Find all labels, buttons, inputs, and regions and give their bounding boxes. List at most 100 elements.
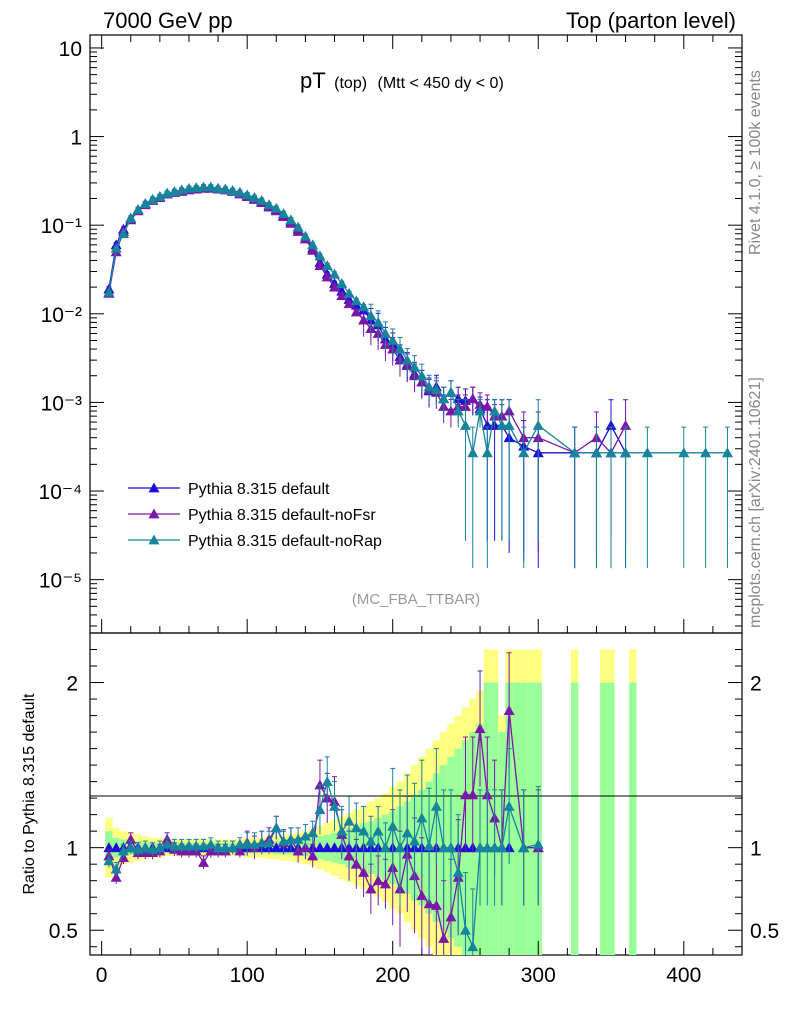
main-data-point [365, 310, 377, 321]
main-data-point [605, 419, 617, 430]
ratio-data-point [438, 932, 450, 943]
ratio-data-point [481, 842, 493, 853]
ratio-data-point [343, 815, 355, 826]
ratio-data-point [387, 820, 399, 831]
ratio-data-point [307, 827, 319, 838]
x-tick-label: 0 [96, 964, 108, 987]
ratio-data-point [241, 838, 253, 849]
uncertainty-band-green [512, 682, 521, 955]
main-data-point [401, 354, 413, 365]
ratio-y-tick-label: 0.5 [49, 920, 78, 943]
uncertainty-band-green [607, 682, 615, 955]
main-y-tick-label: 10⁻³ [41, 392, 82, 415]
ratio-default-point [314, 842, 326, 853]
main-data-point [416, 370, 428, 381]
main-data-point [409, 361, 421, 372]
ratio-data-point [329, 800, 340, 811]
main-data-point [467, 447, 479, 458]
ratio-data-point [379, 842, 391, 853]
main-data-point [620, 419, 632, 430]
plot-title: pT (top) (Mtt < 450 dy < 0) [300, 68, 504, 93]
ratio-data-point [394, 842, 406, 853]
main-data-point [219, 183, 231, 194]
main-data-point [590, 447, 602, 458]
main-data-point [481, 419, 493, 430]
ratio-data-point [110, 863, 122, 874]
main-data-point [518, 447, 530, 458]
main-data-point [314, 260, 326, 270]
main-data-point [532, 419, 544, 430]
ratio-data-point [423, 840, 435, 851]
legend-marker [148, 482, 160, 493]
main-data-point [387, 334, 399, 345]
ratio-data-point [452, 866, 464, 877]
legend-marker [148, 508, 160, 519]
reference-label: (MC_FBA_TTBAR) [352, 591, 480, 608]
main-data-point [641, 447, 653, 458]
rivet-label: Rivet 4.1.0, ≥ 100k events [747, 70, 764, 255]
ratio-data-point [343, 850, 355, 861]
main-data-point [336, 277, 348, 288]
ratio-data-point [227, 842, 239, 853]
ratio-data-point [358, 866, 370, 877]
ratio-data-point [307, 850, 319, 861]
main-data-point [125, 212, 137, 223]
ratio-data-point [445, 842, 457, 853]
main-data-point [270, 202, 282, 213]
mcplots-label: mcplots.cern.ch [arXiv:2401.10621] [747, 377, 764, 628]
ratio-data-point [438, 842, 450, 853]
main-data-point [278, 208, 290, 219]
ratio-y-tick-label-right: 2 [750, 673, 762, 696]
main-series-line [108, 187, 627, 454]
ratio-data-point [416, 890, 428, 900]
ratio-data-point [518, 842, 530, 853]
ratio-data-point [503, 800, 515, 811]
main-data-point [321, 260, 333, 270]
main-series-line [108, 186, 728, 455]
main-data-point [605, 447, 617, 458]
legend-label: Pythia 8.315 default-noRap [188, 533, 382, 550]
uncertainty-band-green [570, 682, 579, 955]
main-data-point [329, 281, 340, 292]
ratio-data-point [336, 825, 348, 836]
main-data-point [110, 242, 122, 253]
ratio-data-point [532, 838, 544, 849]
main-data-point [481, 400, 493, 411]
main-series-2 [103, 181, 733, 569]
uncertainty-band-green [629, 682, 637, 955]
main-data-point [212, 182, 224, 193]
main-data-point [489, 405, 501, 416]
ratio-panel: 0.5 0.5 1 1 2 2 0 100 200 300 400 Ratio to Pythia … [21, 632, 779, 987]
main-panel: 10 1 10⁻¹ 10⁻² 10⁻³ 10⁻⁴ 10⁻⁵ pT (top) (Mtt < … [39, 34, 743, 634]
main-data-point [496, 419, 508, 430]
ratio-data-point [314, 804, 326, 815]
main-data-point [285, 214, 297, 225]
ratio-default-point [270, 842, 282, 853]
main-y-tick-label: 10 [59, 38, 82, 61]
ratio-series-1 [103, 748, 544, 955]
ratio-data-point [365, 883, 377, 894]
ratio-data-point [474, 723, 486, 734]
main-data-point [248, 192, 260, 202]
main-data-point [190, 182, 202, 193]
ratio-series-line [108, 779, 539, 947]
ratio-data-point [256, 837, 268, 848]
ratio-data-point [183, 840, 195, 851]
ratio-data-point [430, 899, 442, 910]
main-y-tick-label: 10⁻¹ [41, 215, 82, 238]
ratio-data-point [401, 827, 413, 838]
x-tick-label: 100 [230, 964, 265, 987]
main-data-point [452, 405, 464, 416]
header-left: 7000 GeV pp [103, 8, 233, 33]
main-data-point [459, 419, 471, 430]
main-y-tick-label: 10⁻² [41, 304, 82, 327]
main-data-point [350, 306, 362, 317]
main-data-point [343, 287, 355, 298]
main-y-tick-label: 10⁻⁴ [39, 481, 82, 504]
ratio-data-point [430, 800, 442, 811]
ratio-default-point [329, 842, 340, 853]
main-y-tick-label: 10⁻⁵ [39, 570, 82, 593]
ratio-data-point [416, 812, 428, 823]
ratio-data-point [459, 924, 471, 935]
